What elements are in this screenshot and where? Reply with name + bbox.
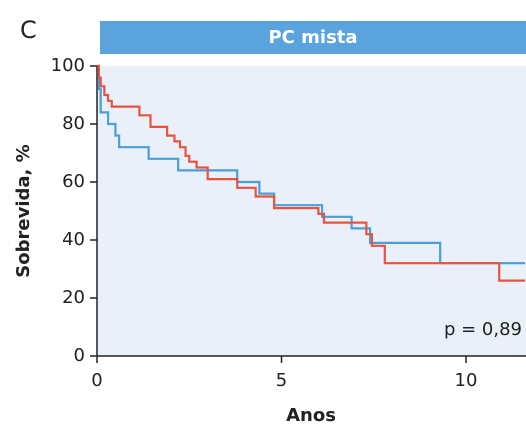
y-tick-label: 100	[51, 55, 85, 76]
annotation: p = 0,89	[444, 319, 522, 340]
plot-area	[97, 66, 526, 356]
y-tick-label: 0	[74, 345, 85, 366]
x-tick-label: 0	[91, 370, 102, 391]
x-tick-label: 10	[455, 370, 478, 391]
y-tick-label: 40	[62, 229, 85, 250]
x-axis-label: Anos	[286, 405, 336, 426]
header-bar	[100, 21, 526, 54]
y-tick-label: 80	[62, 113, 85, 134]
y-tick-label: 60	[62, 171, 85, 192]
x-tick-label: 5	[276, 370, 287, 391]
y-axis-label: Sobrevida, %	[13, 144, 34, 277]
survival-curve	[97, 64, 526, 282]
chart-title: PC mista	[268, 27, 357, 48]
y-tick-label: 20	[62, 287, 85, 308]
panel-label: C	[20, 16, 37, 44]
